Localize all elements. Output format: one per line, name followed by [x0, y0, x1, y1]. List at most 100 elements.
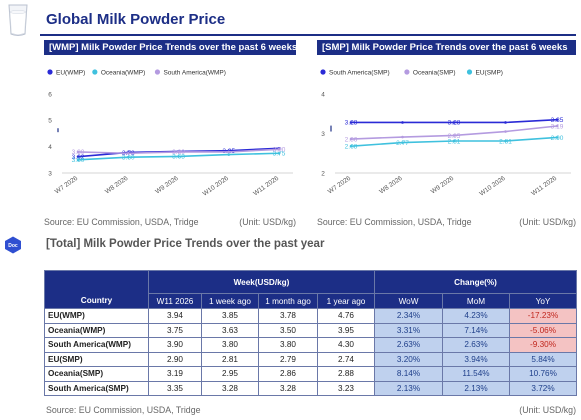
wmp-series-1-label-0: 3.50	[72, 157, 85, 164]
wmp-series-2-label-0: 3.80	[72, 149, 85, 156]
week-price-cell: 3.19	[148, 366, 202, 382]
smp-series-2-label-3: 2.81	[499, 138, 512, 145]
week-price-cell: 3.28	[201, 380, 259, 396]
wmp-unit-note: (Unit: USD/kg)	[239, 217, 296, 227]
smp-xtick-3: W10 2026	[478, 175, 507, 198]
smp-ytick-1: 3	[321, 131, 325, 138]
smp-series-1-point-0	[349, 137, 353, 141]
column-header-country: Country	[44, 270, 149, 309]
week-price-cell: 3.85	[201, 308, 259, 324]
smp-series-2-point-3	[504, 139, 507, 143]
smp-series-2-label-2: 2.81	[448, 138, 461, 145]
smp-series-0-point-3	[504, 121, 507, 124]
wmp-series-1-point-2	[177, 155, 180, 158]
wmp-xtick-4: W11 2026	[252, 175, 280, 198]
week-price-cell: 3.95	[317, 322, 375, 338]
smp-series-0-label-4: 3.35	[551, 117, 564, 124]
change-cell: 11.54%	[442, 366, 510, 382]
wmp-series-1-point-1	[126, 155, 130, 159]
smp-series-0-point-0	[349, 121, 353, 124]
wmp-ytick-3: 6	[48, 91, 52, 98]
smp-ytick-2: 4	[321, 91, 325, 98]
smp-source-note: Source: EU Commission, USDA, Tridge	[317, 217, 472, 227]
week-price-cell: 4.76	[317, 308, 375, 324]
wmp-series-0-label-0: 3.62	[72, 154, 85, 161]
smp-legend-label-0: South America(SMP)	[329, 69, 390, 76]
week-price-cell: 3.63	[201, 322, 259, 338]
wmp-legend-marker-1	[92, 69, 98, 75]
smp-series-1-point-4	[555, 124, 559, 128]
wmp-chart-title: [WMP] Milk Powder Price Trends over the …	[44, 40, 297, 55]
smp-legend-label-2: EU(SMP)	[476, 69, 503, 76]
week-price-cell: 2.90	[148, 351, 202, 367]
wmp-series-1-point-0	[76, 158, 80, 162]
smp-series-2-point-1	[401, 141, 404, 144]
column-header-week-3: 1 year ago	[317, 293, 375, 309]
change-cell: 4.23%	[442, 308, 510, 324]
change-cell: 7.14%	[442, 322, 510, 338]
table-row: EU(WMP) 3.94 3.85 3.78 4.76 2.34% 4.23% -17.23%	[44, 308, 578, 324]
change-cell: 3.20%	[374, 351, 443, 367]
week-price-cell: 3.28	[258, 380, 318, 396]
change-cell: 2.34%	[374, 308, 443, 324]
smp-series-2-point-2	[452, 139, 456, 143]
smp-series-2-point-0	[349, 144, 353, 148]
week-price-cell: 2.86	[258, 366, 318, 382]
row-country: Oceania(WMP)	[44, 322, 149, 338]
week-price-cell: 3.50	[258, 322, 318, 338]
wmp-legend-label-2: South America(WMP)	[163, 69, 226, 76]
smp-xtick-2: W9 2026	[430, 175, 456, 196]
wmp-xtick-3: W10 2026	[202, 175, 231, 198]
week-price-cell: 3.35	[148, 380, 202, 396]
table-source-note: Source: EU Commission, USDA, Tridge	[46, 405, 201, 415]
smp-xtick-1: W8 2026	[378, 175, 404, 196]
row-country: South America(SMP)	[44, 380, 149, 396]
wmp-series-2-point-1	[126, 151, 130, 155]
smp-ytick-0: 2	[321, 170, 325, 177]
table-row: South America(SMP) 3.35 3.28 3.28 3.23 2.13% 2…	[44, 380, 578, 396]
wmp-legend-label-0: EU(WMP)	[56, 69, 85, 76]
table-row: Oceania(SMP) 3.19 2.95 2.86 2.88 8.14% 11.54% 1…	[44, 366, 578, 382]
smp-legend-marker-0	[320, 69, 326, 75]
change-cell: 2.63%	[442, 337, 510, 353]
week-price-cell: 3.80	[201, 337, 259, 353]
smp-xtick-4: W11 2026	[530, 175, 558, 198]
wmp-series-1-label-1: 3.60	[122, 155, 135, 162]
section-title: [Total] Milk Powder Price Trends over th…	[46, 238, 325, 250]
page-title: Global Milk Powder Price	[46, 11, 226, 28]
smp-legend-marker-2	[466, 69, 473, 75]
change-cell: 3.72%	[508, 380, 578, 396]
smp-line-chart: South America(SMP) Oceania(SMP) EU(SMP) 2 3 4…	[320, 69, 571, 198]
wmp-xtick-2: W9 2026	[154, 175, 180, 196]
change-cell: 2.13%	[442, 380, 510, 396]
column-header-change-2: YoY	[508, 293, 578, 309]
column-header-week-2: 1 month ago	[258, 293, 318, 309]
column-group-change: Change(%)	[373, 270, 578, 294]
smp-xtick-0: W7 2026	[327, 175, 353, 196]
week-price-cell: 2.74	[317, 351, 375, 367]
title-divider	[40, 34, 576, 36]
change-cell: -5.06%	[508, 322, 578, 338]
wmp-ytick-2: 5	[48, 118, 52, 125]
table-row: South America(WMP) 3.90 3.80 3.80 4.30 2.63% 2…	[44, 337, 578, 353]
wmp-legend-marker-2	[154, 69, 161, 75]
column-header-change-1: MoM	[442, 293, 510, 309]
change-cell: 10.76%	[508, 366, 578, 382]
wmp-series-2-label-4: 3.90	[273, 147, 286, 154]
wmp-series-2-point-2	[177, 150, 180, 154]
week-price-cell: 3.78	[258, 308, 318, 324]
smp-unit-note: (Unit: USD/kg)	[519, 217, 576, 227]
column-subheader-row: W11 2026 1 week ago 1 month ago 1 year ago W…	[45, 293, 578, 309]
smp-series-1-label-4: 3.19	[551, 123, 564, 130]
change-cell: 3.94%	[442, 351, 510, 367]
smp-chart-title: [SMP] Milk Powder Price Trends over the …	[317, 40, 576, 55]
change-cell: 5.84%	[508, 351, 578, 367]
week-price-cell: 3.90	[148, 337, 202, 353]
wmp-source-note: Source: EU Commission, USDA, Tridge	[44, 217, 199, 227]
row-country: EU(SMP)	[44, 351, 149, 367]
row-country: EU(WMP)	[44, 308, 149, 324]
wmp-series-1-label-4: 3.75	[273, 151, 286, 158]
wmp-ytick-0: 3	[48, 170, 52, 177]
row-country: Oceania(SMP)	[44, 366, 149, 382]
week-price-cell: 3.80	[258, 337, 318, 353]
